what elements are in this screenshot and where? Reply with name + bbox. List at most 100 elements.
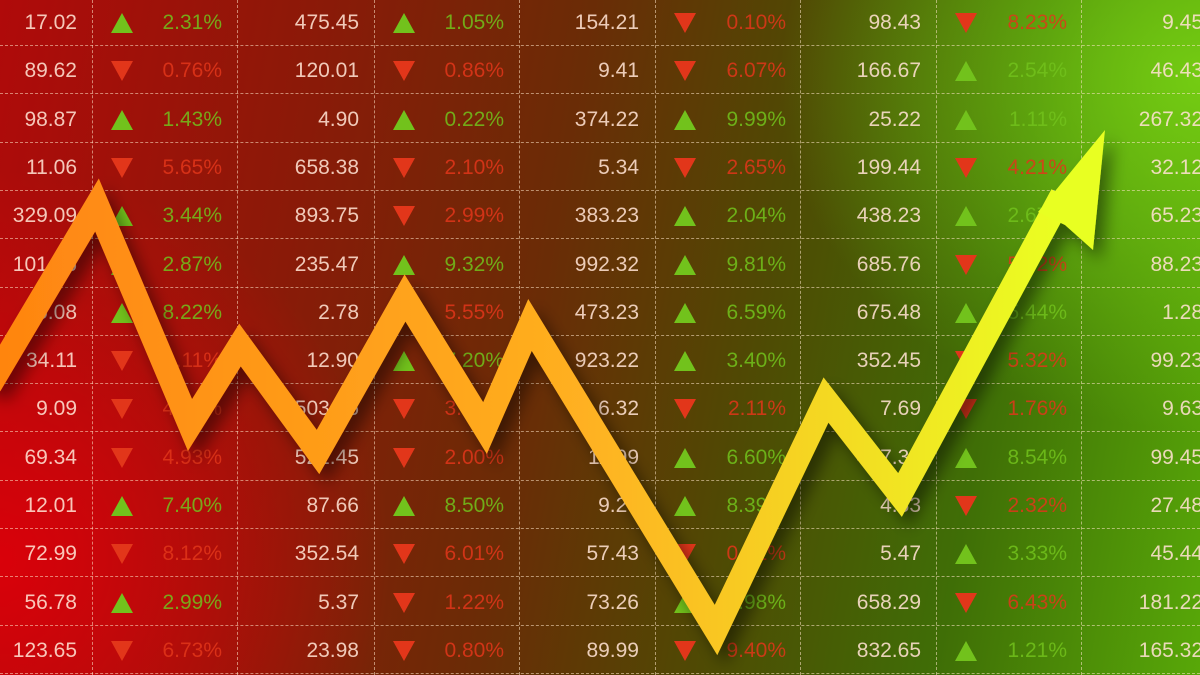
grid-divider: [0, 93, 1200, 95]
percent-change: 1.11%: [1009, 107, 1067, 131]
price-value: 6.32: [598, 397, 639, 421]
up-triangle-icon: [111, 109, 133, 130]
price-value: 73.26: [586, 590, 639, 614]
price-value: 9.41: [598, 59, 639, 83]
down-triangle-icon: [955, 254, 977, 275]
up-triangle-icon: [955, 447, 977, 468]
price-value: 154.21: [574, 11, 639, 34]
percent-change: 6.73%: [162, 638, 222, 662]
price-value: 98.43: [868, 11, 921, 34]
percent-change: 3.33%: [1007, 542, 1067, 566]
up-triangle-icon: [674, 254, 696, 275]
percent-change: 6.01%: [444, 542, 504, 566]
price-value: 352.45: [856, 349, 921, 373]
price-value: 87.66: [306, 494, 359, 517]
down-triangle-icon: [674, 157, 696, 178]
down-triangle-icon: [393, 61, 415, 82]
down-triangle-icon: [393, 157, 415, 178]
price-value: 893.75: [294, 204, 359, 228]
price-value: 2.78: [318, 300, 359, 324]
price-value: 69.34: [24, 445, 77, 469]
up-triangle-icon: [393, 109, 415, 130]
price-value: 72.99: [24, 542, 77, 566]
price-value: 832.65: [856, 638, 921, 662]
percent-change: 0.80%: [444, 638, 504, 662]
percent-change: 1.22%: [444, 590, 504, 614]
percent-change: 8.12%: [162, 542, 222, 566]
percent-change: 4.21%: [1007, 155, 1067, 179]
price-value: 5.34: [598, 155, 639, 179]
percent-change: 6.07%: [726, 59, 786, 83]
grid-divider: [655, 0, 656, 675]
down-triangle-icon: [674, 13, 696, 33]
price-value: 17.02: [24, 11, 77, 34]
percent-change: 8.23%: [1007, 11, 1067, 34]
grid-divider: [0, 383, 1200, 385]
up-triangle-icon: [111, 496, 133, 516]
down-triangle-icon: [674, 640, 696, 661]
price-value: 438.23: [856, 204, 921, 228]
percent-change: 4.93%: [162, 445, 222, 469]
price-value: 89.62: [24, 59, 77, 83]
price-value: 57.43: [586, 542, 639, 566]
price-value: 11.06: [26, 155, 77, 179]
price-value: 685.76: [856, 252, 921, 276]
percent-change: 8.50%: [444, 494, 504, 517]
price-value: 4.90: [318, 107, 359, 131]
price-value: 5.37: [318, 590, 359, 614]
percent-change: 1.21%: [1007, 638, 1067, 662]
percent-change: 0.86%: [444, 59, 504, 83]
price-value: 5.47: [880, 542, 921, 566]
up-triangle-icon: [674, 206, 696, 227]
up-triangle-icon: [674, 109, 696, 130]
up-triangle-icon: [111, 13, 133, 33]
price-value: 9.45: [1162, 11, 1200, 34]
percent-change: 3.40%: [726, 349, 786, 373]
percent-change: 9.32%: [444, 252, 504, 276]
percent-change: 1.76%: [1007, 397, 1067, 421]
down-triangle-icon: [393, 206, 415, 227]
down-triangle-icon: [955, 592, 977, 613]
price-value: 992.32: [574, 252, 639, 276]
percent-change: 1.43%: [162, 107, 222, 131]
percent-change: 0.76%: [162, 59, 222, 83]
down-triangle-icon: [111, 399, 133, 420]
price-value: 45.44: [1150, 542, 1200, 566]
price-value: 9.09: [36, 397, 77, 421]
price-value: 267.32: [1138, 107, 1200, 131]
percent-change: 0.22%: [444, 107, 504, 131]
price-value: 23.98: [306, 638, 359, 662]
percent-change: 2.04%: [726, 204, 786, 228]
down-triangle-icon: [111, 544, 133, 565]
percent-change: 2.00%: [444, 445, 504, 469]
percent-change: 3.44%: [162, 204, 222, 228]
price-value: 658.29: [856, 590, 921, 614]
percent-change: 2.87%: [162, 252, 222, 276]
up-triangle-icon: [393, 351, 415, 372]
price-value: 99.45: [1150, 445, 1200, 469]
price-value: 46.43: [1150, 59, 1200, 83]
price-value: 120.01: [294, 59, 359, 83]
grid-divider: [0, 286, 1200, 288]
percent-change: 5.65%: [162, 155, 222, 179]
down-triangle-icon: [674, 61, 696, 82]
up-triangle-icon: [955, 61, 977, 82]
up-triangle-icon: [674, 351, 696, 372]
down-triangle-icon: [393, 640, 415, 661]
grid-divider: [0, 528, 1200, 529]
percent-change: 5.55%: [444, 300, 504, 324]
percent-change: 6.59%: [726, 300, 786, 324]
percent-change: 2.31%: [162, 11, 222, 34]
percent-change: 2.10%: [444, 155, 504, 179]
price-value: 675.48: [856, 300, 921, 324]
price-value: 473.23: [574, 300, 639, 324]
up-triangle-icon: [955, 302, 977, 323]
price-value: 32.12: [1150, 155, 1200, 179]
price-value: 199.44: [856, 155, 921, 179]
percent-change: 1.05%: [444, 11, 504, 34]
percent-change: 2.11%: [728, 397, 786, 421]
price-value: 56.78: [24, 590, 77, 614]
up-triangle-icon: [393, 13, 415, 33]
price-value: 374.22: [574, 107, 639, 131]
